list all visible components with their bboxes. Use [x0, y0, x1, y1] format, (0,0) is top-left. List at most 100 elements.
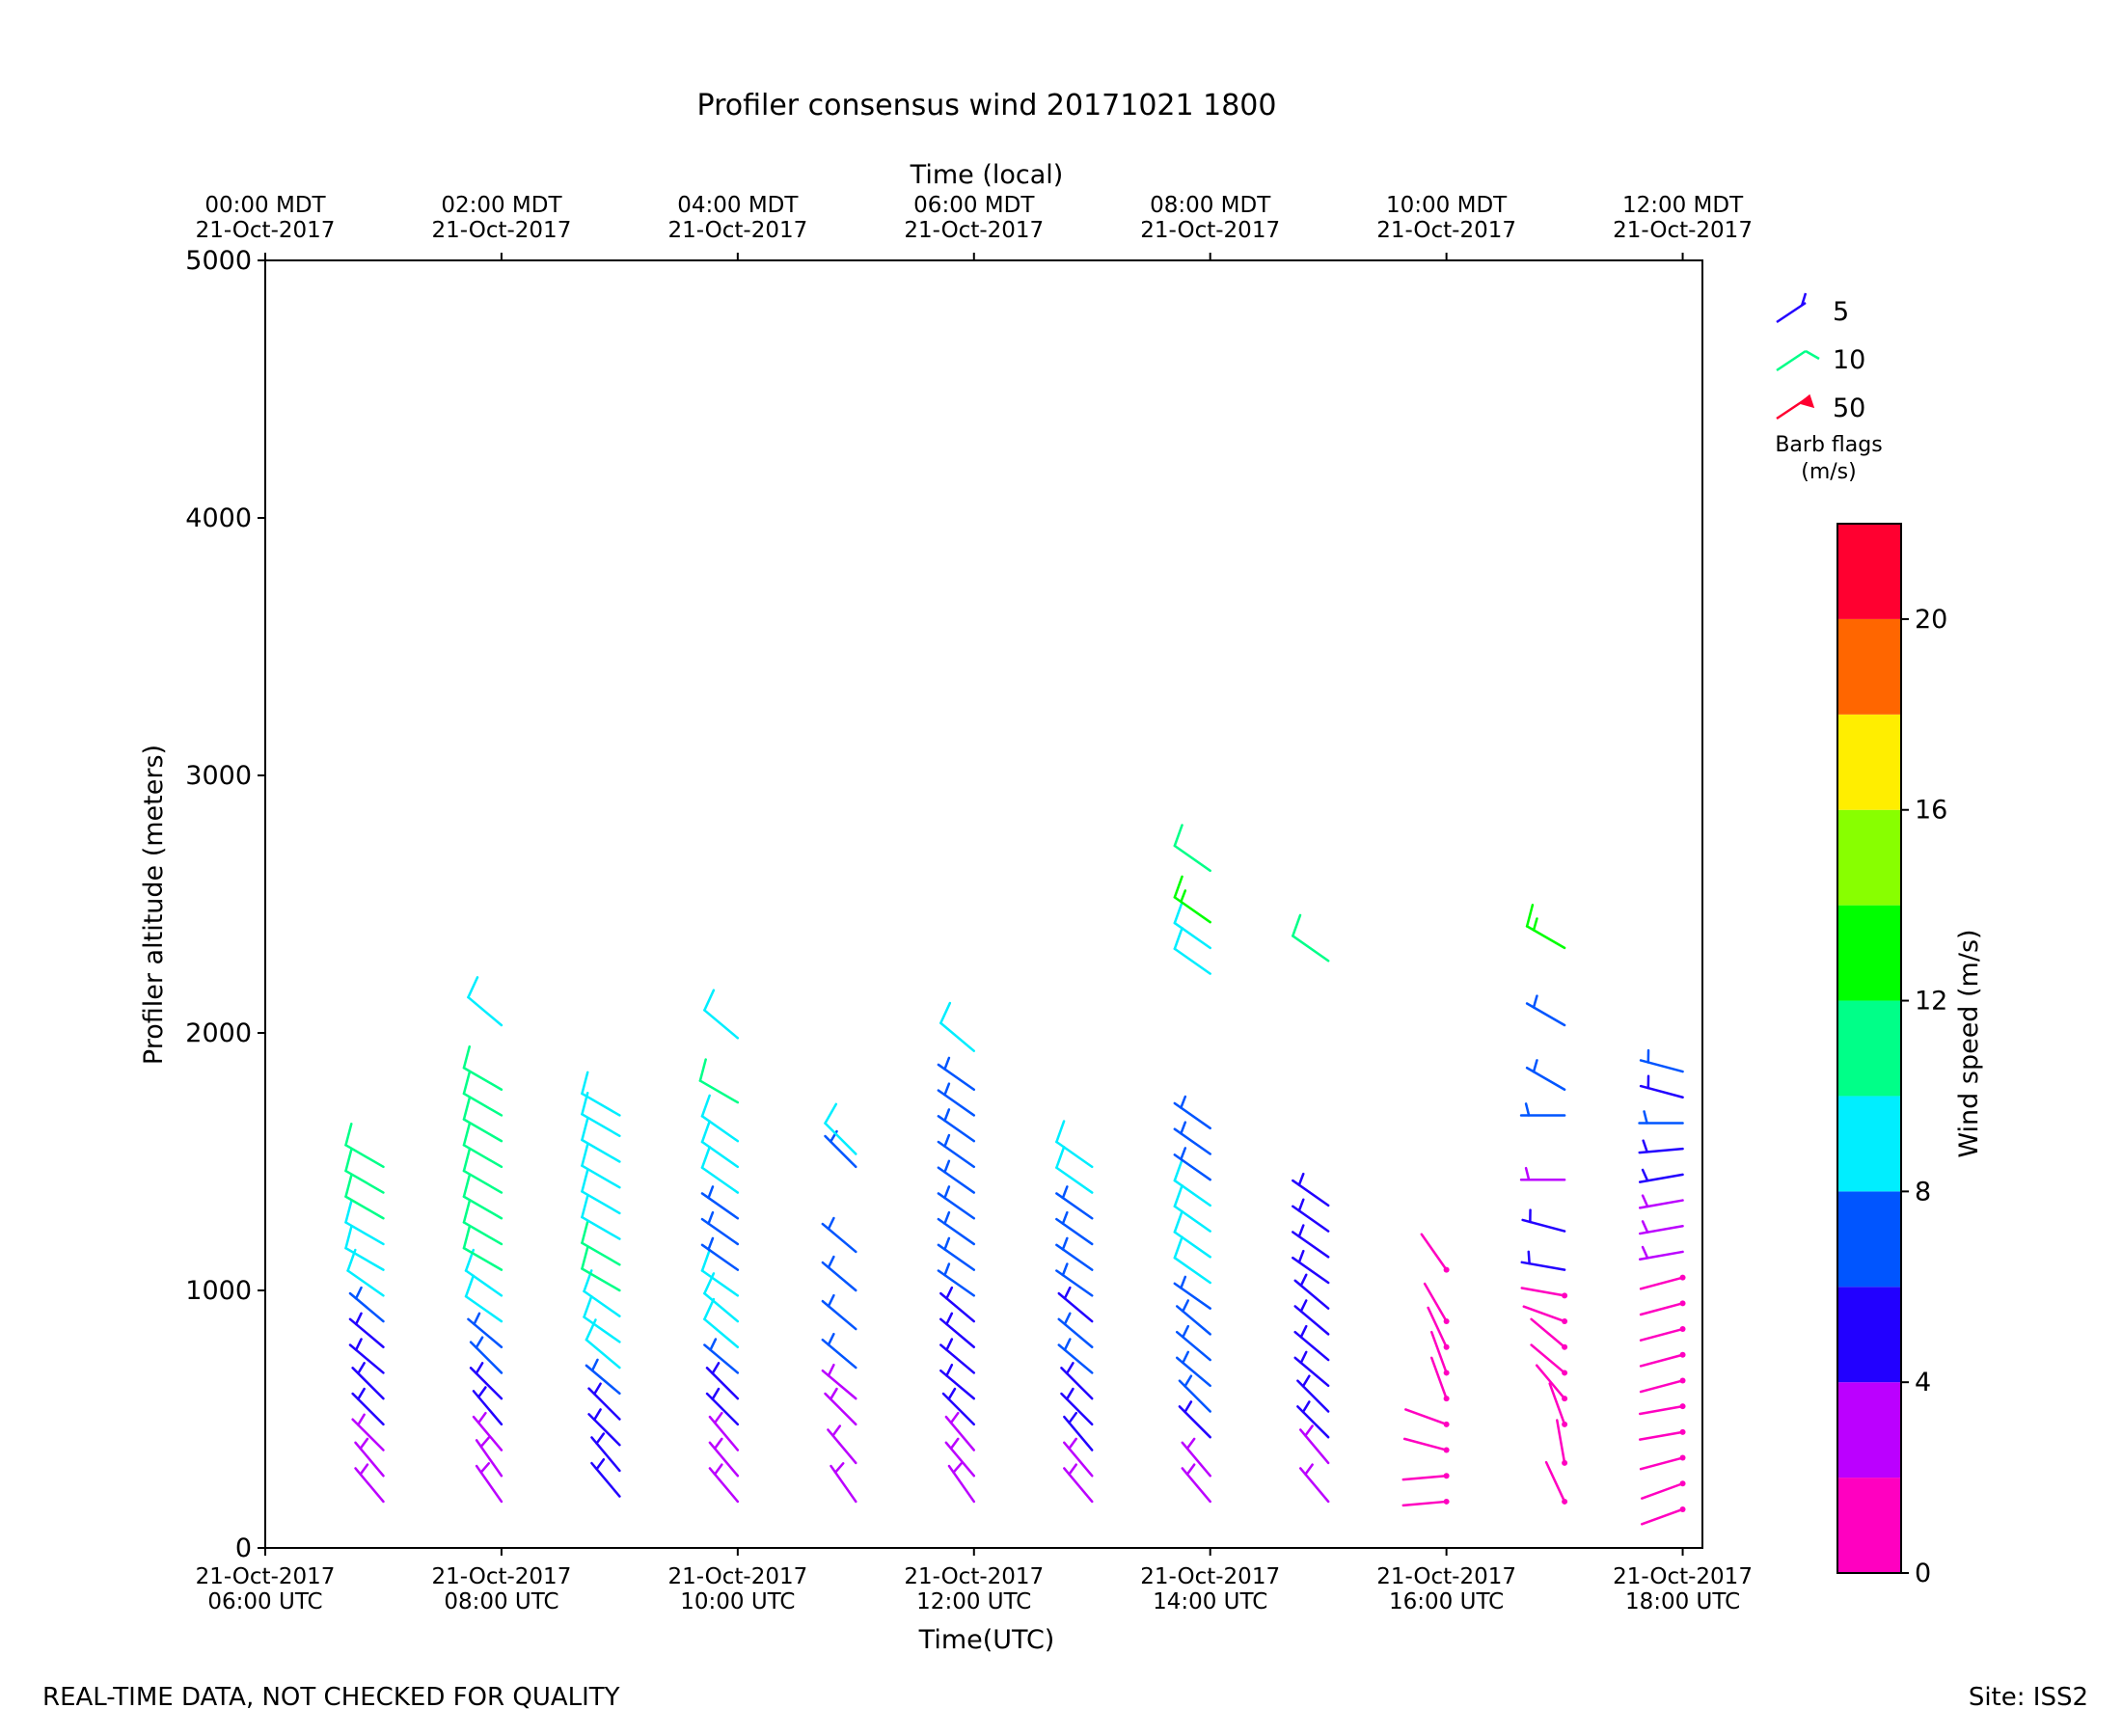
wind-barb	[1063, 1437, 1094, 1478]
top-tick-date: 21-Oct-2017	[432, 218, 572, 243]
wind-barb	[1063, 1411, 1094, 1451]
wind-barb	[344, 1174, 385, 1220]
barb-half	[590, 1358, 599, 1372]
barb-staff	[1423, 1282, 1448, 1323]
barb-half	[1532, 917, 1538, 932]
barb-legend-label: 10	[1833, 345, 1865, 375]
barb-half	[1524, 1102, 1531, 1117]
wind-barb	[937, 1185, 976, 1220]
wind-barb	[700, 1146, 740, 1194]
barb-full	[462, 1174, 472, 1198]
barb-staff	[462, 1118, 503, 1143]
wind-barb	[827, 1424, 857, 1465]
barb-half	[713, 1463, 723, 1476]
barb-staff	[581, 1267, 621, 1292]
barb-staff	[346, 1269, 385, 1297]
wind-barb	[1641, 1480, 1686, 1500]
barb-half	[1068, 1437, 1077, 1451]
barb-half	[359, 1437, 369, 1451]
colorbar-segment	[1837, 618, 1901, 715]
barb-full	[462, 1071, 472, 1096]
wind-barb	[1420, 1233, 1450, 1273]
barb-staff	[1639, 1327, 1684, 1342]
barb-staff	[462, 1066, 503, 1091]
barb-half	[1065, 1387, 1075, 1400]
barb-staff	[462, 1169, 503, 1194]
y-axis-ticks: 0 1000 2000 3000 4000 5000	[185, 246, 265, 1563]
wind-barb	[1173, 1184, 1211, 1233]
barb-half	[943, 1236, 951, 1251]
wind-barb	[1522, 1305, 1568, 1325]
wind-barb	[1296, 1374, 1330, 1413]
barb-staff	[703, 1291, 740, 1323]
colorbar-tick-label: 12	[1915, 987, 1947, 1017]
barb-half	[1299, 1299, 1308, 1313]
wind-barb	[1055, 1146, 1094, 1194]
barb-staff	[344, 1195, 385, 1220]
wind-barb	[1292, 1249, 1330, 1285]
barb-legend-label: 5	[1833, 297, 1849, 327]
barb-full	[698, 1058, 707, 1082]
wind-barb	[1055, 1185, 1094, 1220]
bottom-tick-time: 10:00 UTC	[680, 1589, 795, 1614]
wind-barb	[1519, 1102, 1566, 1117]
wind-barb	[581, 1117, 621, 1163]
wind-barb	[585, 1318, 621, 1370]
wind-barb	[708, 1411, 740, 1451]
wind-barb	[1638, 1194, 1684, 1209]
barb-half	[831, 1424, 842, 1437]
barb-half	[354, 1286, 363, 1300]
barb-staff	[464, 1294, 503, 1323]
wind-barb	[1638, 1168, 1684, 1183]
wind-barb	[587, 1382, 621, 1421]
colorbar-segment	[1837, 1000, 1901, 1097]
barb-full	[1173, 1235, 1183, 1260]
y-tick-label: 4000	[185, 503, 252, 533]
legend-barb-flag	[1798, 393, 1815, 409]
wind-barb	[1525, 904, 1566, 950]
top-tick-time: 08:00 MDT	[1150, 193, 1271, 218]
barb-staff	[585, 1338, 621, 1370]
wind-barb	[1638, 1245, 1684, 1261]
barb-half	[1061, 1210, 1069, 1225]
wind-barb	[1638, 1403, 1686, 1416]
wind-barb	[1293, 1273, 1330, 1310]
barb-half	[1304, 1424, 1314, 1437]
barb-staff	[462, 1246, 503, 1271]
top-tick-date: 21-Oct-2017	[1140, 218, 1280, 243]
barb-staff	[581, 1190, 621, 1215]
colorbar-tick-label: 16	[1915, 796, 1947, 826]
legend-barb-staff	[1776, 301, 1807, 324]
barb-full	[581, 1143, 589, 1167]
barb-staff	[1055, 1140, 1094, 1169]
barb-staff	[1520, 1287, 1566, 1297]
barb-full	[581, 1246, 589, 1270]
wind-barb	[830, 1462, 857, 1504]
wind-barb	[348, 1338, 385, 1374]
barb-half	[1068, 1463, 1077, 1476]
barb-half	[1063, 1312, 1072, 1326]
wind-barb	[1544, 1460, 1568, 1505]
quality-disclaimer: REAL-TIME DATA, NOT CHECKED FOR QUALITY	[42, 1683, 620, 1712]
bottom-tick-time: 12:00 UTC	[916, 1589, 1031, 1614]
wind-barb	[939, 1286, 976, 1323]
barb-half	[1185, 1437, 1196, 1451]
y-axis-label: Profiler altitude (meters)	[139, 745, 169, 1065]
wind-barb	[1175, 1350, 1211, 1388]
chart-title: Profiler consensus wind 20171021 1800	[697, 89, 1277, 122]
barb-staff	[581, 1241, 621, 1266]
barb-half	[1180, 1275, 1187, 1289]
wind-barb	[581, 1194, 621, 1240]
wind-barb	[1520, 1250, 1566, 1271]
top-tick-date: 21-Oct-2017	[1613, 218, 1753, 243]
barb-half	[476, 1411, 487, 1424]
barb-half	[1297, 1198, 1305, 1212]
barb-half	[1304, 1463, 1314, 1476]
wind-barbs	[344, 824, 1686, 1526]
barb-half	[1061, 1262, 1069, 1277]
wind-barb	[464, 1248, 503, 1297]
wind-barb	[1057, 1286, 1094, 1323]
barb-staff	[1173, 1205, 1211, 1233]
bottom-tick-date: 21-Oct-2017	[1613, 1564, 1753, 1589]
